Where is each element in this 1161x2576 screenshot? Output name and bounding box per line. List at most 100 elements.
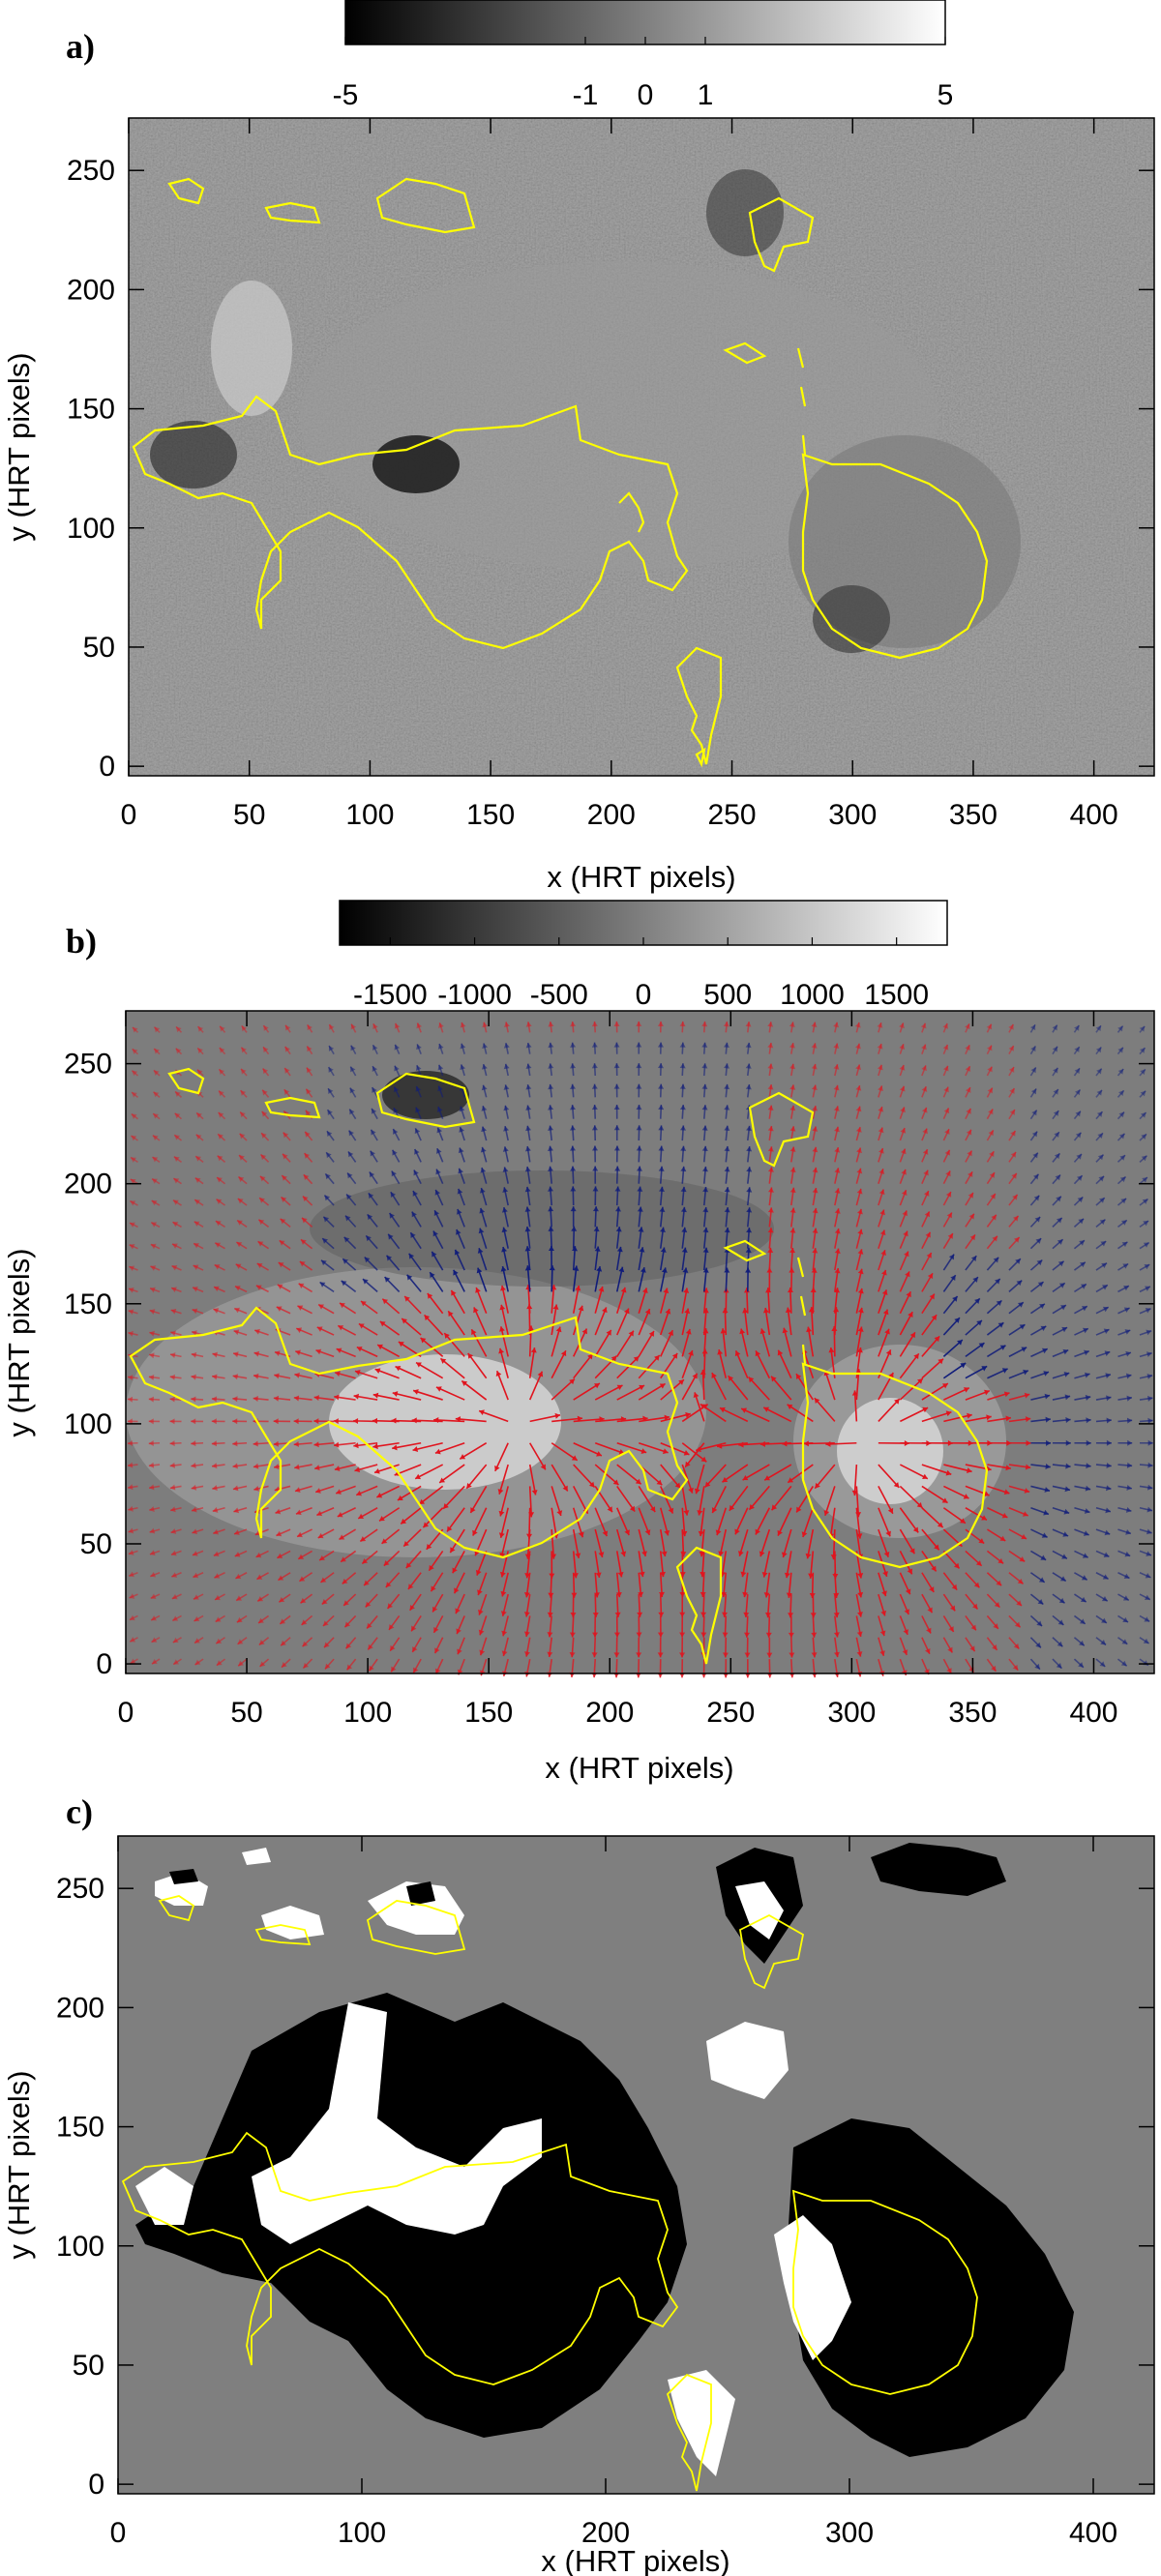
vector-arrow [1073,1046,1081,1055]
vector-arrowhead [834,1651,840,1658]
vector-arrowhead [767,1207,774,1213]
vector-arrowhead [260,1154,267,1161]
vector-arrowhead [438,1022,444,1028]
vector-arrowhead [1038,1577,1045,1583]
vector-arrowhead [1121,1241,1128,1248]
vector-arrow [572,1507,584,1538]
vector-arrowhead [130,1222,135,1229]
vector-arrowhead [856,1533,863,1539]
vector-arrowhead [191,1351,197,1358]
vector-arrowhead [592,1612,599,1618]
vector-arrow [414,1464,444,1480]
vector-arrowhead [322,1620,329,1626]
vector-arrowhead [943,1065,949,1072]
vector-arrow [1116,1111,1125,1120]
vector-arrowhead [702,1267,709,1273]
vector-arrowhead [963,1387,969,1393]
vector-arrowhead [350,1023,357,1030]
vector-arrowhead [368,1643,373,1650]
vector-arrowhead [1030,1067,1036,1074]
vector-arrowhead [945,1410,952,1417]
vector-arrowhead [281,1197,287,1203]
vector-arrowhead [128,1527,134,1534]
vector-arrowhead [450,1547,456,1554]
vector-arrow [442,1485,465,1510]
vector-arrowhead [524,1554,531,1559]
vector-arrowhead [237,1220,243,1226]
vector-arrowhead [1024,1392,1030,1399]
vector-arrowhead [636,1145,642,1151]
vector-arrow [787,1404,814,1423]
vector-arrowhead [777,1529,783,1536]
vector-arrowhead [232,1440,238,1447]
vector-arrowhead [1052,1024,1057,1031]
vector-arrowhead [613,1652,620,1658]
vector-arrowhead [812,1106,819,1111]
vector-arrowhead [346,1194,352,1200]
vector-arrowhead [549,1573,555,1579]
vector-arrowhead [614,1166,621,1171]
vector-arrowhead [150,1265,157,1271]
vector-arrowhead [1097,1154,1104,1161]
vector-arrow [1073,1110,1082,1120]
vector-arrowhead [834,1126,840,1133]
vector-arrow [149,1572,161,1578]
vector-arrowhead [701,1042,708,1048]
vector-arrowhead [277,1553,283,1558]
vector-arrowhead [460,1064,466,1071]
vector-arrowhead [1021,1347,1027,1352]
vector-arrowhead [215,1221,222,1227]
vector-arrowhead [909,1548,915,1554]
vector-arrowhead [680,1145,687,1151]
vector-arrowhead [174,1135,181,1140]
vector-arrowhead [1124,1551,1131,1557]
vector-arrowhead [376,1492,383,1498]
vector-arrow [573,1382,601,1401]
vector-arrowhead [700,1404,706,1409]
vector-arrowhead [881,1289,888,1296]
vector-arrowhead [879,1630,886,1637]
vector-arrowhead [855,1106,862,1112]
vector-arrowhead [254,1328,260,1335]
vector-arrowhead [524,1226,531,1232]
vector-arrowhead [172,1199,179,1205]
vector-arrowhead [598,1552,605,1557]
vector-arrowhead [1125,1373,1132,1379]
vector-arrowhead [129,1614,135,1621]
vector-arrowhead [1080,1284,1087,1289]
vector-arrowhead [257,1241,264,1247]
vector-arrowhead [1029,1024,1036,1031]
vector-arrowhead [191,1484,197,1491]
vector-arrowhead [213,1308,220,1314]
vector-arrowhead [362,1557,369,1564]
vector-arrowhead [298,1554,305,1559]
vector-arrowhead [812,1248,819,1254]
vector-arrowhead [900,1107,906,1113]
vector-arrow [921,1382,949,1401]
vector-arrowhead [383,1559,390,1566]
vector-arrow [825,1441,857,1445]
vector-arrowhead [284,1068,290,1074]
vector-arrowhead [657,1652,664,1658]
vector-arrowhead [481,1084,488,1091]
colorbar-tick-label: -1000 [437,979,512,1011]
vector-arrowhead [1033,1195,1040,1201]
vector-arrowhead [880,1250,887,1256]
vector-arrow [660,1352,678,1379]
vector-arrowhead [767,1063,774,1069]
vector-arrowhead [591,1652,598,1658]
vector-arrowhead [947,1646,953,1653]
vector-arrowhead [547,1651,553,1658]
vector-arrowhead [217,1177,223,1183]
vector-arrowhead [1098,1175,1105,1182]
vector-arrowhead [410,1232,416,1238]
vector-arrowhead [443,1503,449,1509]
vector-arrow [394,1022,401,1033]
vector-arrowhead [345,1643,352,1649]
vector-arrowhead [528,1512,535,1518]
vector-arrow [194,1199,204,1206]
vector-arrowhead [440,1358,447,1364]
vector-arrowhead [679,1572,686,1578]
vector-arrowhead [548,1042,554,1049]
vector-arrowhead [1026,1439,1031,1446]
